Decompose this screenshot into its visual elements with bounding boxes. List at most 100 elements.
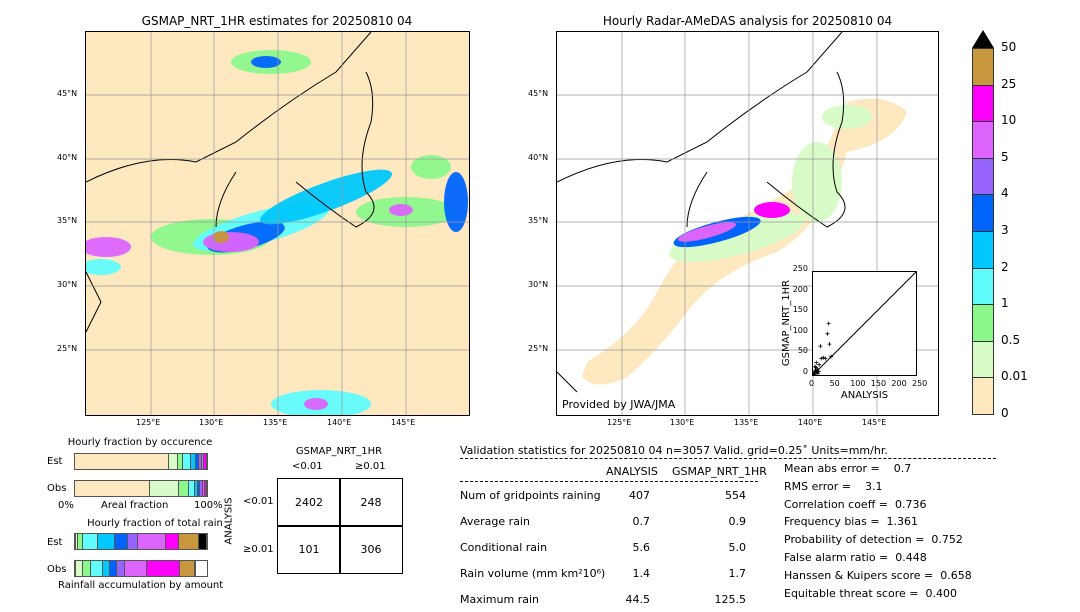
lat-tick-label: 30°N <box>528 280 549 289</box>
scatter-point <box>815 371 820 375</box>
scatter-point <box>826 321 831 326</box>
scatter-point <box>827 342 832 347</box>
occurrence-title: Hourly fraction by occurence <box>67 437 213 448</box>
bar-segment <box>97 534 115 549</box>
bar-segment <box>82 534 98 549</box>
scatter-point <box>813 365 818 370</box>
lon-tick-label: 130°E <box>670 418 695 427</box>
occurrence-obs-bar <box>74 480 208 497</box>
lon-tick-label: 125°E <box>607 418 632 427</box>
bar-segment <box>177 454 184 469</box>
bar-segment <box>75 454 170 469</box>
scatter-xtick: 150 <box>870 379 887 388</box>
bar-segment <box>188 481 196 496</box>
score: Equitable threat score = 0.400 <box>784 586 957 600</box>
stat-value: 1.7 <box>728 567 747 580</box>
stat-value: 44.5 <box>625 593 651 606</box>
colorbar-label: 5 <box>1001 149 1009 164</box>
score: Hanssen & Kuipers score = 0.658 <box>784 568 972 582</box>
stat-value: 0.9 <box>728 515 747 528</box>
colorbar-label: 10 <box>1001 113 1017 128</box>
bar-segment <box>201 454 205 469</box>
score: Correlation coeff = 0.736 <box>784 497 927 511</box>
colorbar-label: 0.01 <box>1001 369 1028 384</box>
right-map-title: Hourly Radar-AMeDAS analysis for 2025081… <box>602 14 893 28</box>
lat-tick-label: 45°N <box>57 89 78 98</box>
x1-label: 100% <box>194 500 223 511</box>
colorbar-label: 4 <box>1001 186 1009 201</box>
scatter-inset <box>812 271 917 376</box>
scatter-ytick: 250 <box>792 264 808 273</box>
cell: 306 <box>339 525 403 574</box>
colorbar-segment <box>972 267 994 306</box>
cell: 2402 <box>277 478 341 527</box>
bar-segment <box>179 534 199 549</box>
bar-segment <box>76 561 83 576</box>
bar-segment <box>75 481 150 496</box>
scatter-point <box>819 356 824 361</box>
rain-obs-bar <box>74 560 208 577</box>
lon-tick-label: 145°E <box>391 418 416 427</box>
bar-segment <box>197 481 201 496</box>
divider <box>460 481 758 482</box>
x0-label: 0% <box>58 500 74 511</box>
score: Probability of detection = 0.752 <box>784 533 963 547</box>
lon-tick-label: 125°E <box>136 418 161 427</box>
stats-header: Validation statistics for 20250810 04 n=… <box>460 444 888 457</box>
lon-tick-label: 140°E <box>798 418 823 427</box>
lat-tick-label: 25°N <box>57 344 78 353</box>
scatter-point <box>813 364 818 369</box>
scatter-point <box>814 360 819 365</box>
stat-label: Conditional rain <box>460 541 548 554</box>
bar-segment <box>128 534 138 549</box>
scatter-xtick: 200 <box>891 379 907 388</box>
scatter-ytick: 0 <box>802 367 808 376</box>
colorbar-label: 3 <box>1001 223 1009 237</box>
scatter-xtick: 250 <box>912 379 928 388</box>
lat-tick-label: 35°N <box>57 216 78 225</box>
bar-segment <box>179 561 195 576</box>
row-label: ≥0.01 <box>243 544 274 555</box>
bar-segment <box>90 561 103 576</box>
obs-label-2: Obs <box>47 564 67 575</box>
scatter-point <box>823 356 828 361</box>
scatter-point <box>818 344 823 349</box>
bar-segment <box>195 481 198 496</box>
total-rain-title: Hourly fraction of total rain <box>87 518 223 529</box>
lat-tick-label: 35°N <box>528 216 549 225</box>
bar-segment <box>204 481 207 496</box>
scatter-point <box>821 355 826 360</box>
lat-tick-label: 45°N <box>528 89 549 98</box>
bar-segment <box>196 454 200 469</box>
scatter-xlabel: ANALYSIS <box>840 390 889 401</box>
bar-segment <box>194 561 196 576</box>
bar-segment <box>183 454 192 469</box>
bar-segment <box>204 454 207 469</box>
bar-segment <box>191 454 197 469</box>
bar-segment <box>198 534 208 549</box>
col-gsmap: GSMAP_NRT_1HR <box>672 465 767 478</box>
colorbar-label: 1 <box>1001 296 1009 311</box>
right-map: Provided by JWA/JMA 0 0 50 50 100 100 150 150 20… <box>556 31 939 416</box>
stat-value: 5.6 <box>632 541 651 554</box>
stat-label: Maximum rain <box>460 593 539 606</box>
scatter-ytick: 50 <box>797 346 808 356</box>
colorbar-label: 25 <box>1001 76 1017 91</box>
colorbar-label: 0 <box>1001 406 1009 420</box>
stat-label: Num of gridpoints raining <box>460 489 601 502</box>
divider <box>460 458 996 459</box>
scatter-ytick: 100 <box>792 325 808 335</box>
scatter-point <box>829 354 834 359</box>
est-label-2: Est <box>47 537 63 548</box>
scatter-xtick: 100 <box>850 379 866 388</box>
scatter-point <box>825 331 830 336</box>
scatter-ytick: 200 <box>792 284 808 294</box>
score: False alarm ratio = 0.448 <box>784 551 927 564</box>
bar-segment <box>165 534 180 549</box>
contingency-title: GSMAP_NRT_1HR <box>295 446 383 457</box>
scatter-ytick: 150 <box>792 305 808 315</box>
bar-segment <box>147 561 180 576</box>
bar-segment <box>76 534 78 549</box>
colorbar-segment <box>972 157 994 196</box>
bar-segment <box>137 534 166 549</box>
